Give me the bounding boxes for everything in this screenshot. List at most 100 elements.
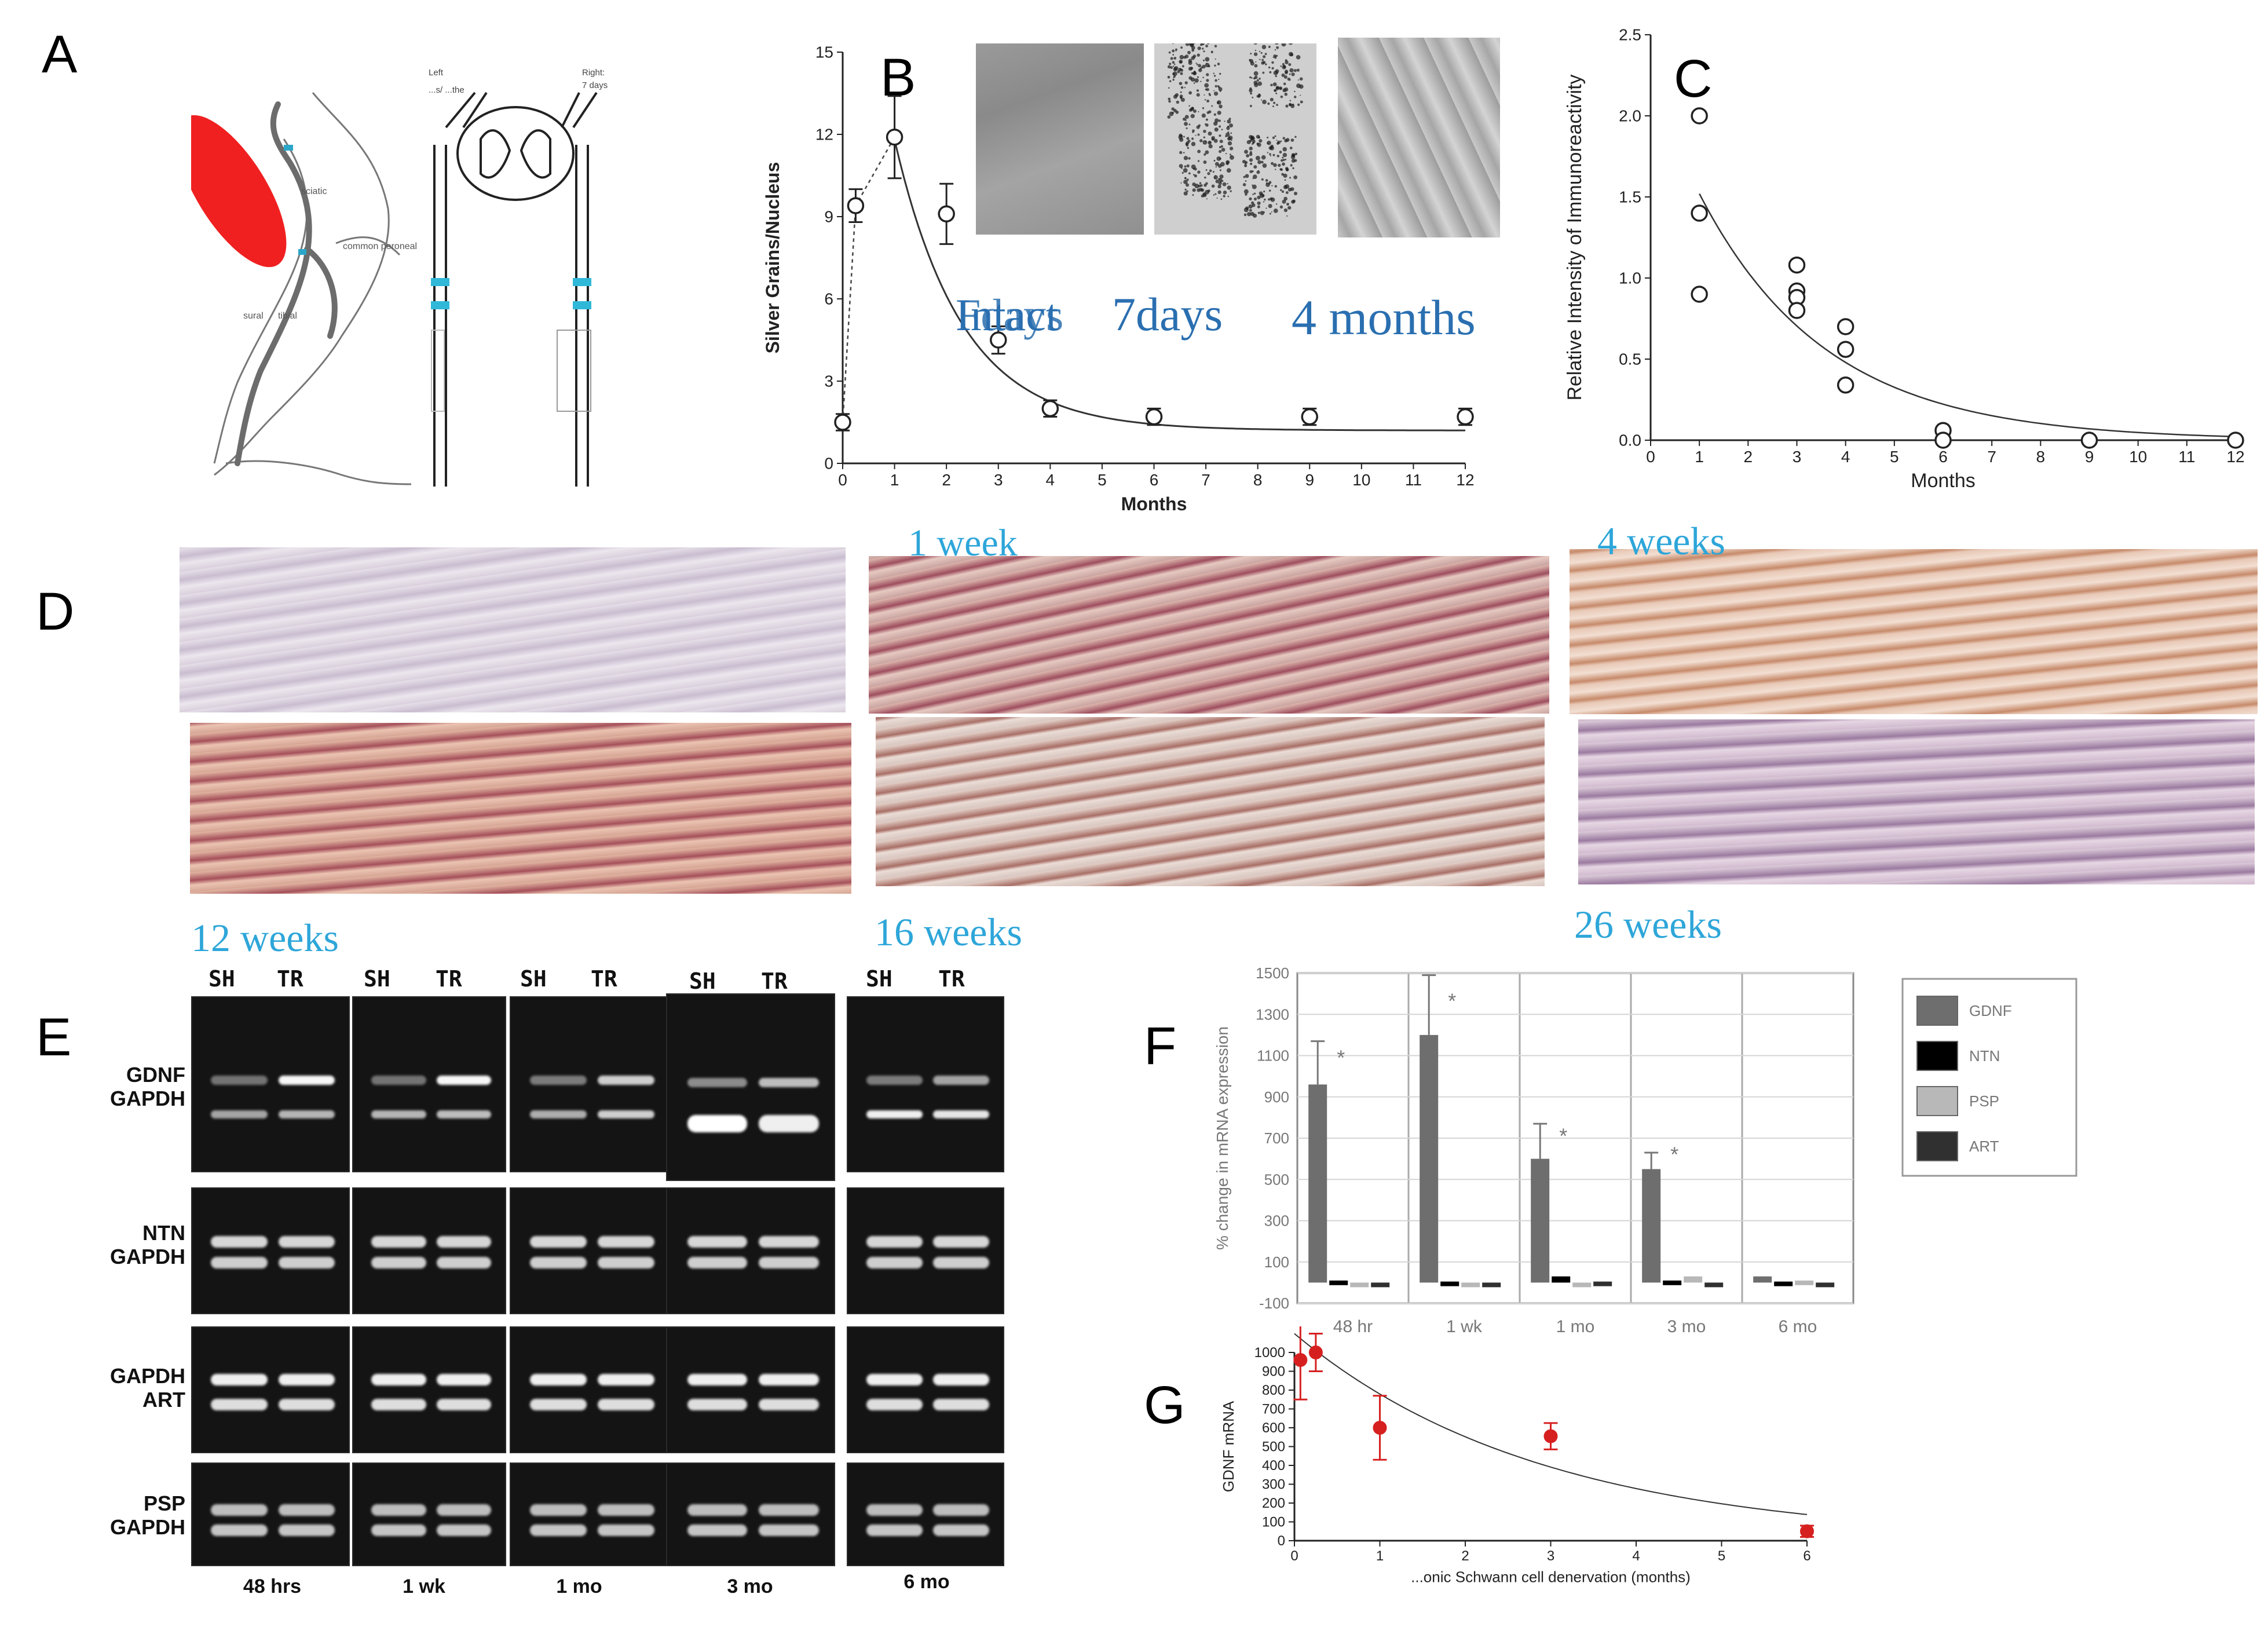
silver-grain — [1252, 213, 1257, 218]
bar-psp — [1684, 1276, 1703, 1283]
silver-grain — [1249, 89, 1253, 93]
data-point — [1837, 318, 1854, 335]
y-tick-label: 900 — [1264, 1088, 1289, 1106]
silver-grain — [1268, 45, 1271, 48]
gel-image — [847, 1326, 1004, 1453]
silver-grain — [1249, 197, 1252, 201]
y-tick-label: 700 — [1264, 1129, 1289, 1147]
silver-grain — [1261, 59, 1264, 61]
silver-grain — [1179, 54, 1184, 60]
silver-grain — [1172, 111, 1174, 114]
data-point — [1691, 204, 1708, 222]
gel-band — [933, 1524, 989, 1536]
silver-grain — [1202, 107, 1205, 109]
silver-grain — [1175, 48, 1177, 51]
silver-grain — [1250, 92, 1253, 95]
data-point — [2227, 432, 2244, 449]
dashed-connector — [842, 137, 895, 423]
silver-grain — [1180, 91, 1182, 93]
gel-time-3mo: 3 mo — [727, 1575, 773, 1597]
silver-grain — [1186, 190, 1188, 192]
silver-grain — [1216, 198, 1218, 199]
silver-grain — [1215, 193, 1217, 195]
silver-grain — [1186, 127, 1188, 130]
silver-grain — [1186, 141, 1190, 145]
silver-grain — [1219, 140, 1223, 144]
silver-grain — [1288, 63, 1292, 67]
data-point — [1457, 408, 1474, 426]
y-tick-label: 3 — [824, 372, 833, 390]
y-tick-label: 2.5 — [1619, 25, 1641, 43]
silver-grain — [1168, 87, 1170, 89]
y-tick-label: 800 — [1262, 1383, 1285, 1398]
silver-grain — [1265, 207, 1267, 209]
lane-head-tr: TR — [277, 966, 303, 992]
silver-grain — [1262, 100, 1267, 104]
silver-grain — [1226, 126, 1230, 130]
gel-label-row4: PSP GAPDH — [81, 1491, 185, 1540]
gel-image — [847, 1463, 1004, 1566]
gel-band — [759, 1115, 820, 1132]
time-label-1-week: 1 week — [908, 522, 1018, 564]
bar-gdnf — [1308, 1084, 1327, 1283]
silver-grain — [1179, 68, 1181, 70]
label-right-sub: 7 days — [582, 81, 608, 90]
silver-grain — [1199, 182, 1202, 184]
silver-grain — [1206, 198, 1208, 200]
silver-grain — [1294, 152, 1298, 156]
silver-grain — [1194, 174, 1197, 178]
gel-band — [437, 1257, 492, 1269]
silver-grain — [1219, 146, 1221, 149]
gel-band — [687, 1257, 748, 1269]
silver-grain — [1184, 165, 1187, 168]
y-tick-label: 6 — [824, 290, 833, 308]
gel-band — [278, 1257, 335, 1269]
silver-grain — [1176, 100, 1180, 104]
silver-grain — [1268, 66, 1271, 69]
label-left: Left — [429, 68, 444, 78]
y-tick-label: 1100 — [1257, 1047, 1289, 1065]
x-tick-label: 9 — [2085, 448, 2094, 466]
silver-grain — [1249, 104, 1252, 107]
silver-grain — [1255, 61, 1257, 63]
bar-gdnf — [1531, 1158, 1550, 1283]
legend-label-ntn: NTN — [1969, 1047, 2000, 1065]
bar-art — [1816, 1282, 1835, 1288]
silver-grain — [1217, 184, 1221, 189]
x-axis-label: Months — [1911, 470, 1976, 492]
silver-grain — [1254, 82, 1259, 87]
x-tick-label: 2 — [1744, 448, 1753, 466]
x-tick-label: 1 — [890, 471, 899, 489]
silver-grain — [1186, 178, 1189, 181]
silver-grain — [1205, 150, 1209, 155]
gel-band — [278, 1110, 335, 1118]
silver-grain — [1282, 156, 1284, 159]
silver-grain — [1289, 177, 1292, 179]
gel-band — [437, 1076, 492, 1085]
x-tick-label: 4 — [1632, 1548, 1640, 1564]
panel-a-spinal-cord: Left ...s/ ...the Right: 7 days — [429, 68, 608, 487]
silver-grain — [1253, 43, 1257, 45]
y-tick-label: 300 — [1264, 1212, 1289, 1230]
silver-grain — [1192, 182, 1196, 187]
gel-band — [211, 1373, 268, 1385]
gel-label-row3: GAPDH ART — [81, 1364, 185, 1412]
silver-grain — [1264, 53, 1267, 56]
silver-grain — [1257, 195, 1261, 200]
silver-grain — [1172, 72, 1175, 75]
silver-grain — [1285, 104, 1289, 108]
silver-grain — [1184, 115, 1189, 119]
silver-grain — [1243, 189, 1249, 194]
silver-grain — [1173, 63, 1176, 65]
silver-grain — [1183, 152, 1185, 154]
silver-grain — [1167, 65, 1171, 69]
silver-grain — [1287, 187, 1292, 192]
silver-grain — [1269, 71, 1272, 74]
silver-grain — [1254, 75, 1258, 79]
x-tick-label: 10 — [1352, 471, 1370, 489]
silver-grain — [1264, 198, 1266, 201]
silver-grain — [1230, 132, 1232, 134]
silver-grain — [1184, 177, 1187, 180]
silver-grain — [1249, 209, 1252, 212]
gel-image — [191, 996, 350, 1172]
